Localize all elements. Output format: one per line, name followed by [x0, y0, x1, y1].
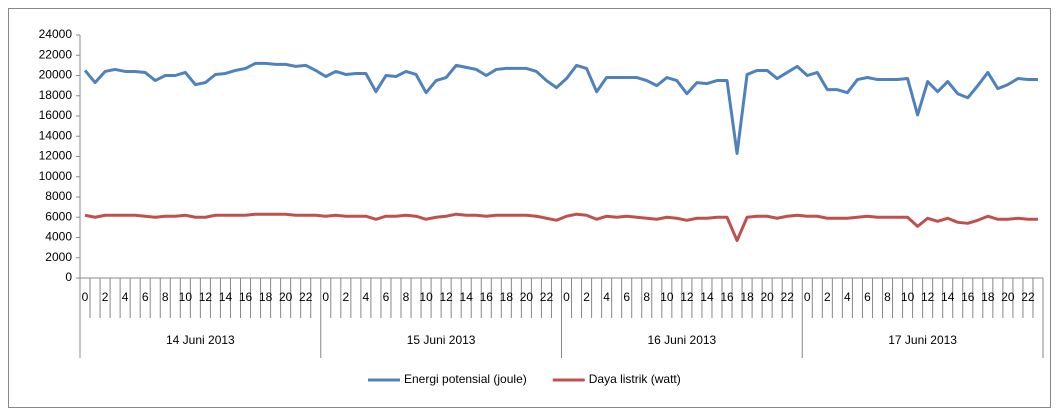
- x-tick-label: 20: [279, 290, 293, 304]
- x-tick-label: 6: [623, 290, 630, 304]
- x-tick-label: 12: [439, 290, 453, 304]
- x-tick-label: 20: [520, 290, 534, 304]
- y-tick-label: 22000: [39, 47, 73, 61]
- y-tick-label: 0: [65, 270, 72, 284]
- y-tick-label: 18000: [39, 88, 73, 102]
- y-tick-label: 6000: [45, 209, 72, 223]
- x-tick-label: 2: [583, 290, 590, 304]
- x-tick-label: 18: [981, 290, 995, 304]
- y-tick-label: 2000: [45, 250, 72, 264]
- x-tick-label: 20: [760, 290, 774, 304]
- x-tick-label: 14: [219, 290, 233, 304]
- x-tick-label: 12: [680, 290, 694, 304]
- x-tick-label: 0: [322, 290, 329, 304]
- x-tick-label: 10: [660, 290, 674, 304]
- legend-label: Energi potensial (joule): [404, 372, 527, 386]
- x-tick-label: 6: [142, 290, 149, 304]
- x-tick-label: 16: [720, 290, 734, 304]
- x-tick-label: 22: [781, 290, 795, 304]
- legend-label: Daya listrik (watt): [589, 372, 681, 386]
- x-tick-label: 4: [363, 290, 370, 304]
- x-tick-label: 8: [403, 290, 410, 304]
- x-tick-label: 0: [563, 290, 570, 304]
- x-tick-label: 18: [740, 290, 754, 304]
- x-tick-label: 14: [941, 290, 955, 304]
- x-tick-label: 2: [102, 290, 109, 304]
- y-tick-label: 10000: [39, 169, 73, 183]
- y-tick-label: 16000: [39, 108, 73, 122]
- x-tick-label: 16: [480, 290, 494, 304]
- y-tick-label: 4000: [45, 230, 72, 244]
- x-tick-label: 0: [82, 290, 89, 304]
- x-group-label: 15 Juni 2013: [407, 333, 476, 347]
- x-tick-label: 22: [1021, 290, 1035, 304]
- x-tick-label: 8: [643, 290, 650, 304]
- x-tick-label: 12: [921, 290, 935, 304]
- x-tick-label: 8: [884, 290, 891, 304]
- x-tick-label: 20: [1001, 290, 1015, 304]
- x-tick-label: 14: [700, 290, 714, 304]
- x-tick-label: 10: [901, 290, 915, 304]
- x-tick-label: 14: [460, 290, 474, 304]
- x-tick-label: 8: [162, 290, 169, 304]
- x-tick-label: 4: [844, 290, 851, 304]
- x-tick-label: 2: [824, 290, 831, 304]
- y-tick-label: 12000: [39, 149, 73, 163]
- x-tick-label: 6: [383, 290, 390, 304]
- x-tick-label: 6: [864, 290, 871, 304]
- x-group-label: 14 Juni 2013: [166, 333, 235, 347]
- x-group-label: 17 Juni 2013: [888, 333, 957, 347]
- x-tick-label: 4: [122, 290, 129, 304]
- x-tick-label: 22: [299, 290, 313, 304]
- series-line: [83, 61, 1038, 155]
- x-tick-label: 18: [259, 290, 273, 304]
- x-tick-label: 0: [804, 290, 811, 304]
- y-tick-label: 8000: [45, 189, 72, 203]
- y-tick-label: 14000: [39, 128, 73, 142]
- x-tick-label: 22: [540, 290, 554, 304]
- y-tick-label: 24000: [39, 27, 73, 41]
- x-tick-label: 10: [179, 290, 193, 304]
- x-tick-label: 16: [961, 290, 975, 304]
- chart-border: [8, 8, 1051, 408]
- x-group-label: 16 Juni 2013: [648, 333, 717, 347]
- x-tick-label: 2: [342, 290, 349, 304]
- y-tick-label: 20000: [39, 68, 73, 82]
- x-tick-label: 18: [500, 290, 514, 304]
- x-tick-label: 16: [239, 290, 253, 304]
- x-tick-label: 4: [603, 290, 610, 304]
- x-tick-label: 12: [199, 290, 213, 304]
- x-tick-label: 10: [419, 290, 433, 304]
- series-line: [84, 212, 1038, 243]
